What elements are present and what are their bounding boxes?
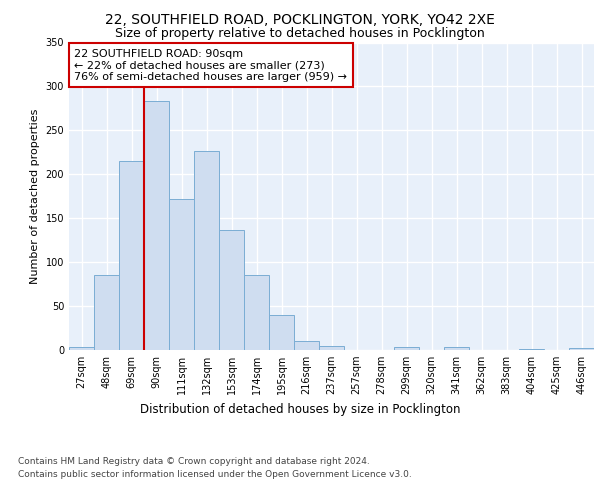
Bar: [394, 348, 419, 350]
Text: Contains HM Land Registry data © Crown copyright and database right 2024.: Contains HM Land Registry data © Crown c…: [18, 458, 370, 466]
Bar: [119, 161, 144, 350]
Bar: [444, 348, 469, 350]
Bar: [294, 341, 319, 350]
Bar: [244, 276, 269, 350]
Bar: [69, 348, 94, 350]
Text: Distribution of detached houses by size in Pocklington: Distribution of detached houses by size …: [140, 402, 460, 415]
Text: Size of property relative to detached houses in Pocklington: Size of property relative to detached ho…: [115, 28, 485, 40]
Bar: [269, 315, 294, 350]
Bar: [319, 346, 344, 350]
Bar: [569, 348, 594, 350]
Bar: [519, 349, 544, 350]
Bar: [144, 102, 169, 350]
Text: 22, SOUTHFIELD ROAD, POCKLINGTON, YORK, YO42 2XE: 22, SOUTHFIELD ROAD, POCKLINGTON, YORK, …: [105, 12, 495, 26]
Y-axis label: Number of detached properties: Number of detached properties: [30, 108, 40, 284]
Bar: [194, 152, 219, 350]
Bar: [169, 199, 194, 350]
Bar: [219, 230, 244, 350]
Bar: [94, 276, 119, 350]
Text: Contains public sector information licensed under the Open Government Licence v3: Contains public sector information licen…: [18, 470, 412, 479]
Text: 22 SOUTHFIELD ROAD: 90sqm
← 22% of detached houses are smaller (273)
76% of semi: 22 SOUTHFIELD ROAD: 90sqm ← 22% of detac…: [74, 48, 347, 82]
